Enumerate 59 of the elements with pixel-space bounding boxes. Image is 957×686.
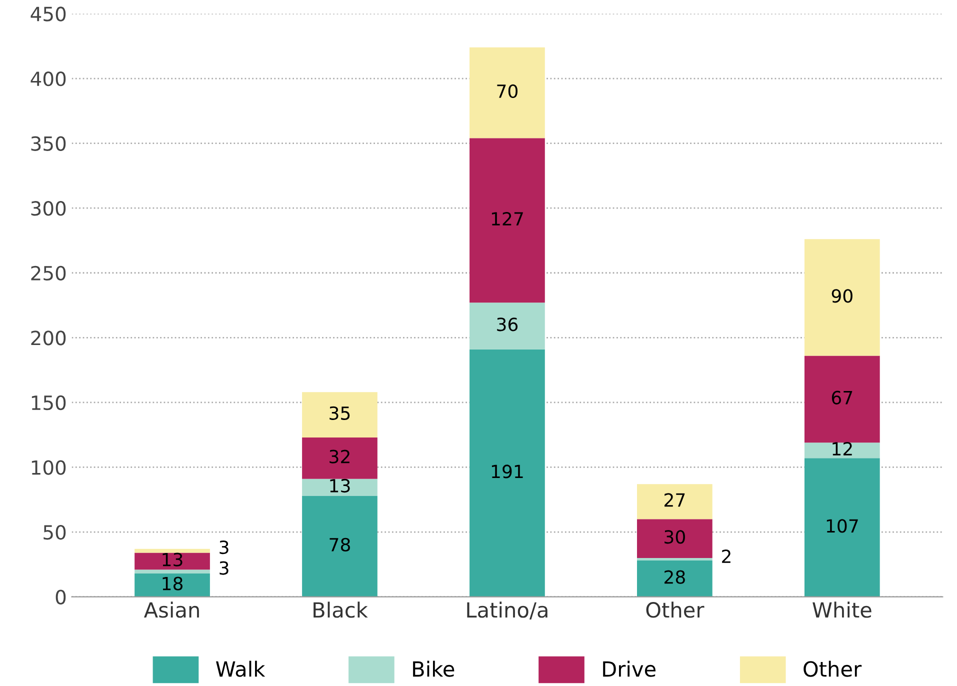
- bar: [804, 356, 880, 443]
- y-tick-label: 250: [31, 266, 66, 281]
- data-label: 127: [492, 212, 523, 226]
- bar: [134, 548, 210, 553]
- bar: [134, 570, 210, 574]
- y-tick-label: 50: [44, 524, 66, 540]
- y-tick-label: 100: [32, 460, 66, 475]
- data-label: 67: [832, 390, 852, 404]
- y-tick-label: 300: [31, 201, 66, 216]
- data-label: 2: [722, 550, 730, 563]
- bar: [637, 560, 712, 597]
- legend-label: Other: [804, 660, 862, 677]
- bar: [470, 349, 545, 597]
- data-label: 27: [664, 493, 685, 507]
- data-label: 78: [330, 538, 350, 552]
- data-label: 3: [220, 540, 228, 554]
- data-label: 18: [162, 576, 183, 590]
- bar: [470, 47, 545, 138]
- bar: [302, 496, 378, 597]
- bar: [134, 573, 210, 597]
- data-label: 30: [664, 530, 685, 544]
- data-label: 90: [832, 289, 852, 303]
- data-label: 107: [826, 519, 858, 533]
- bar: [302, 437, 378, 479]
- x-tick-label: White: [812, 602, 872, 618]
- y-tick-label: 150: [32, 395, 66, 410]
- y-tick-label: 0: [56, 590, 66, 604]
- x-tick-label: Black: [314, 602, 368, 618]
- data-label: 35: [330, 406, 350, 420]
- bar: [302, 478, 378, 496]
- bar: [804, 442, 880, 458]
- legend-label: Drive: [603, 660, 656, 677]
- legend-label: Walk: [216, 660, 266, 677]
- data-label: 13: [162, 552, 182, 566]
- x-tick-label: Asian: [144, 602, 199, 618]
- bar: [470, 138, 545, 303]
- x-tick-label: Latino/a: [467, 602, 548, 620]
- bar: [302, 392, 378, 438]
- y-tick-label: 350: [31, 136, 66, 151]
- data-label: 28: [664, 570, 685, 584]
- data-label: 3: [220, 561, 228, 575]
- bar: [470, 302, 545, 350]
- x-tick-label: Other: [646, 602, 704, 618]
- y-tick-label: 450: [30, 6, 66, 22]
- y-tick-label: 200: [31, 330, 66, 346]
- bar: [804, 239, 880, 356]
- data-label: 32: [330, 450, 350, 464]
- data-label: 191: [492, 464, 523, 478]
- bar: [637, 484, 712, 520]
- y-tick-label: 400: [30, 71, 66, 86]
- bar: [804, 458, 880, 597]
- data-label: 70: [497, 84, 518, 98]
- data-label: 13: [330, 478, 350, 493]
- legend-label: Bike: [413, 660, 454, 677]
- bar: [637, 519, 712, 558]
- data-label: 12: [832, 442, 852, 456]
- bar: [637, 558, 712, 561]
- data-label: 36: [497, 318, 518, 332]
- bar: [134, 552, 210, 570]
